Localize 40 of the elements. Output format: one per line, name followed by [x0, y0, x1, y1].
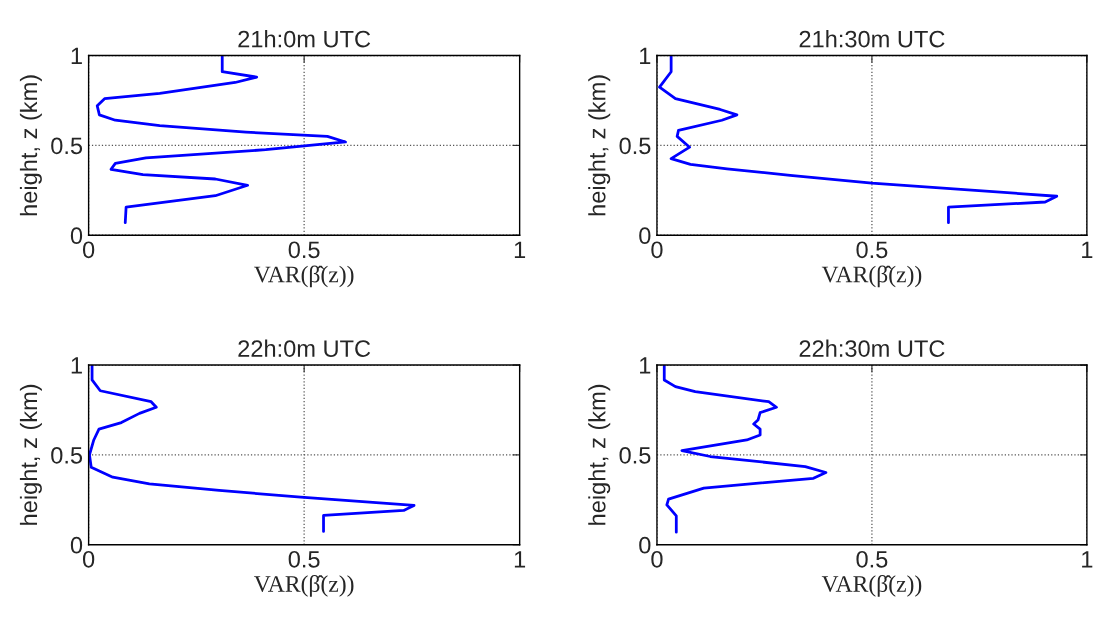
- x-axis-title: VAR(β̂(z)): [821, 265, 922, 288]
- y-tick-label: 0: [639, 536, 651, 554]
- y-axis-title: height, z (km): [19, 75, 42, 216]
- x-axis-title: VAR(β̂(z)): [821, 575, 922, 597]
- x-tick-label: 0.5: [856, 550, 888, 568]
- x-tick-label: 1: [1082, 551, 1093, 568]
- line-series: [88, 365, 416, 533]
- chart-title: 22h:30m UTC: [799, 339, 945, 357]
- y-tick-label: 0: [70, 227, 83, 245]
- y-tick-label: 0.5: [51, 446, 83, 464]
- y-axis-title: height, z (km): [588, 75, 611, 216]
- x-tick-label: 1: [514, 241, 526, 258]
- y-tick-label: 1: [71, 357, 82, 374]
- chart-title: 21h:0m UTC: [238, 30, 371, 48]
- chart-title: 22h:0m UTC: [238, 339, 371, 357]
- y-tick-label: 1: [71, 47, 82, 65]
- x-tick-label: 0: [82, 550, 95, 568]
- y-tick-label: 0.5: [619, 446, 651, 464]
- x-tick-label: 1: [1082, 241, 1093, 258]
- y-tick-label: 0.5: [51, 137, 83, 155]
- line-series: [658, 55, 1059, 225]
- y-axis-title: height, z (km): [19, 384, 42, 525]
- y-tick-label: 0.5: [619, 137, 651, 155]
- y-tick-label: 0: [70, 536, 83, 554]
- x-tick-label: 0.5: [288, 241, 320, 259]
- x-axis-title: VAR(β̂(z)): [254, 575, 354, 597]
- x-tick-label: 0: [82, 241, 95, 259]
- chart-title: 21h:30m UTC: [799, 30, 945, 48]
- x-tick-label: 1: [514, 551, 526, 568]
- x-tick-label: 0: [651, 550, 663, 568]
- x-tick-label: 0.5: [856, 241, 888, 259]
- y-tick-label: 1: [640, 47, 651, 65]
- y-tick-label: 0: [639, 227, 651, 245]
- y-tick-label: 1: [640, 357, 651, 374]
- y-axis-title: height, z (km): [588, 384, 611, 525]
- x-axis-title: VAR(β̂(z)): [254, 265, 354, 288]
- x-tick-label: 0: [651, 241, 663, 259]
- line-series: [662, 365, 828, 534]
- x-tick-label: 0.5: [288, 550, 320, 568]
- line-series: [95, 55, 347, 225]
